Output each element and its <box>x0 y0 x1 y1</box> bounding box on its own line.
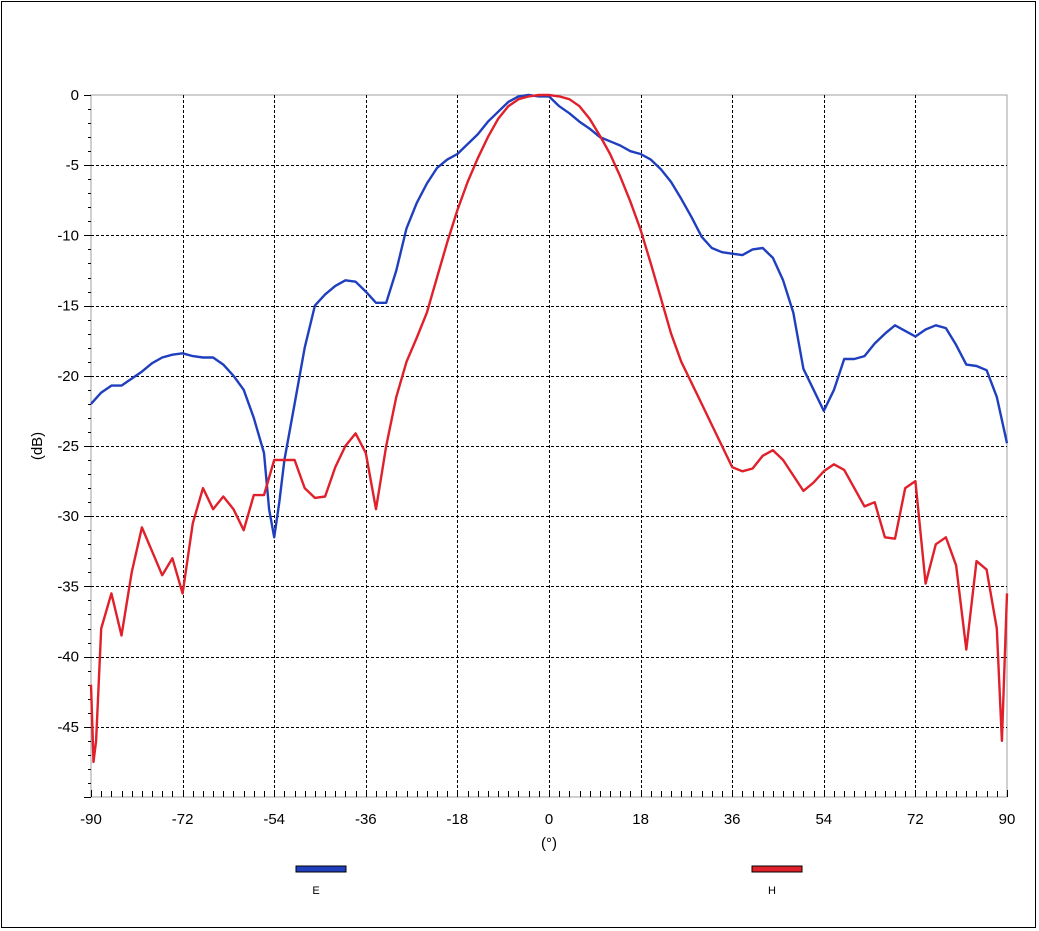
y-tick-label: -30 <box>57 508 79 525</box>
x-tick-label: -36 <box>355 811 377 828</box>
x-axis-title: (°) <box>541 835 557 852</box>
x-tick-label: 54 <box>815 811 832 828</box>
legend-swatch-e <box>295 865 347 873</box>
y-axis-title: (dB) <box>29 432 46 460</box>
x-tick-label: -54 <box>263 811 285 828</box>
y-tick-label: -45 <box>57 719 79 736</box>
series-line-e <box>90 93 1009 539</box>
y-tick-label: -40 <box>57 649 79 666</box>
y-tick-label: 0 <box>71 87 79 104</box>
series-line-h <box>89 93 1009 764</box>
x-tick-label: 72 <box>907 811 924 828</box>
x-tick-label: 18 <box>632 811 649 828</box>
y-tick-label: -10 <box>57 227 79 244</box>
y-tick-label: -5 <box>66 157 79 174</box>
y-tick-label: -20 <box>57 368 79 385</box>
x-tick-label: 36 <box>724 811 741 828</box>
x-tick-label: -18 <box>447 811 469 828</box>
y-tick-label: -35 <box>57 578 79 595</box>
x-tick-label: -72 <box>172 811 194 828</box>
legend-label-h: H <box>768 885 776 897</box>
x-tick-label: 0 <box>545 811 553 828</box>
y-tick-label: -25 <box>57 438 79 455</box>
x-tick-label: -90 <box>80 811 102 828</box>
y-tick-label: -15 <box>57 298 79 315</box>
x-tick-label: 90 <box>999 811 1016 828</box>
legend-label-e: E <box>312 885 319 897</box>
legend-swatch-h <box>751 865 803 873</box>
